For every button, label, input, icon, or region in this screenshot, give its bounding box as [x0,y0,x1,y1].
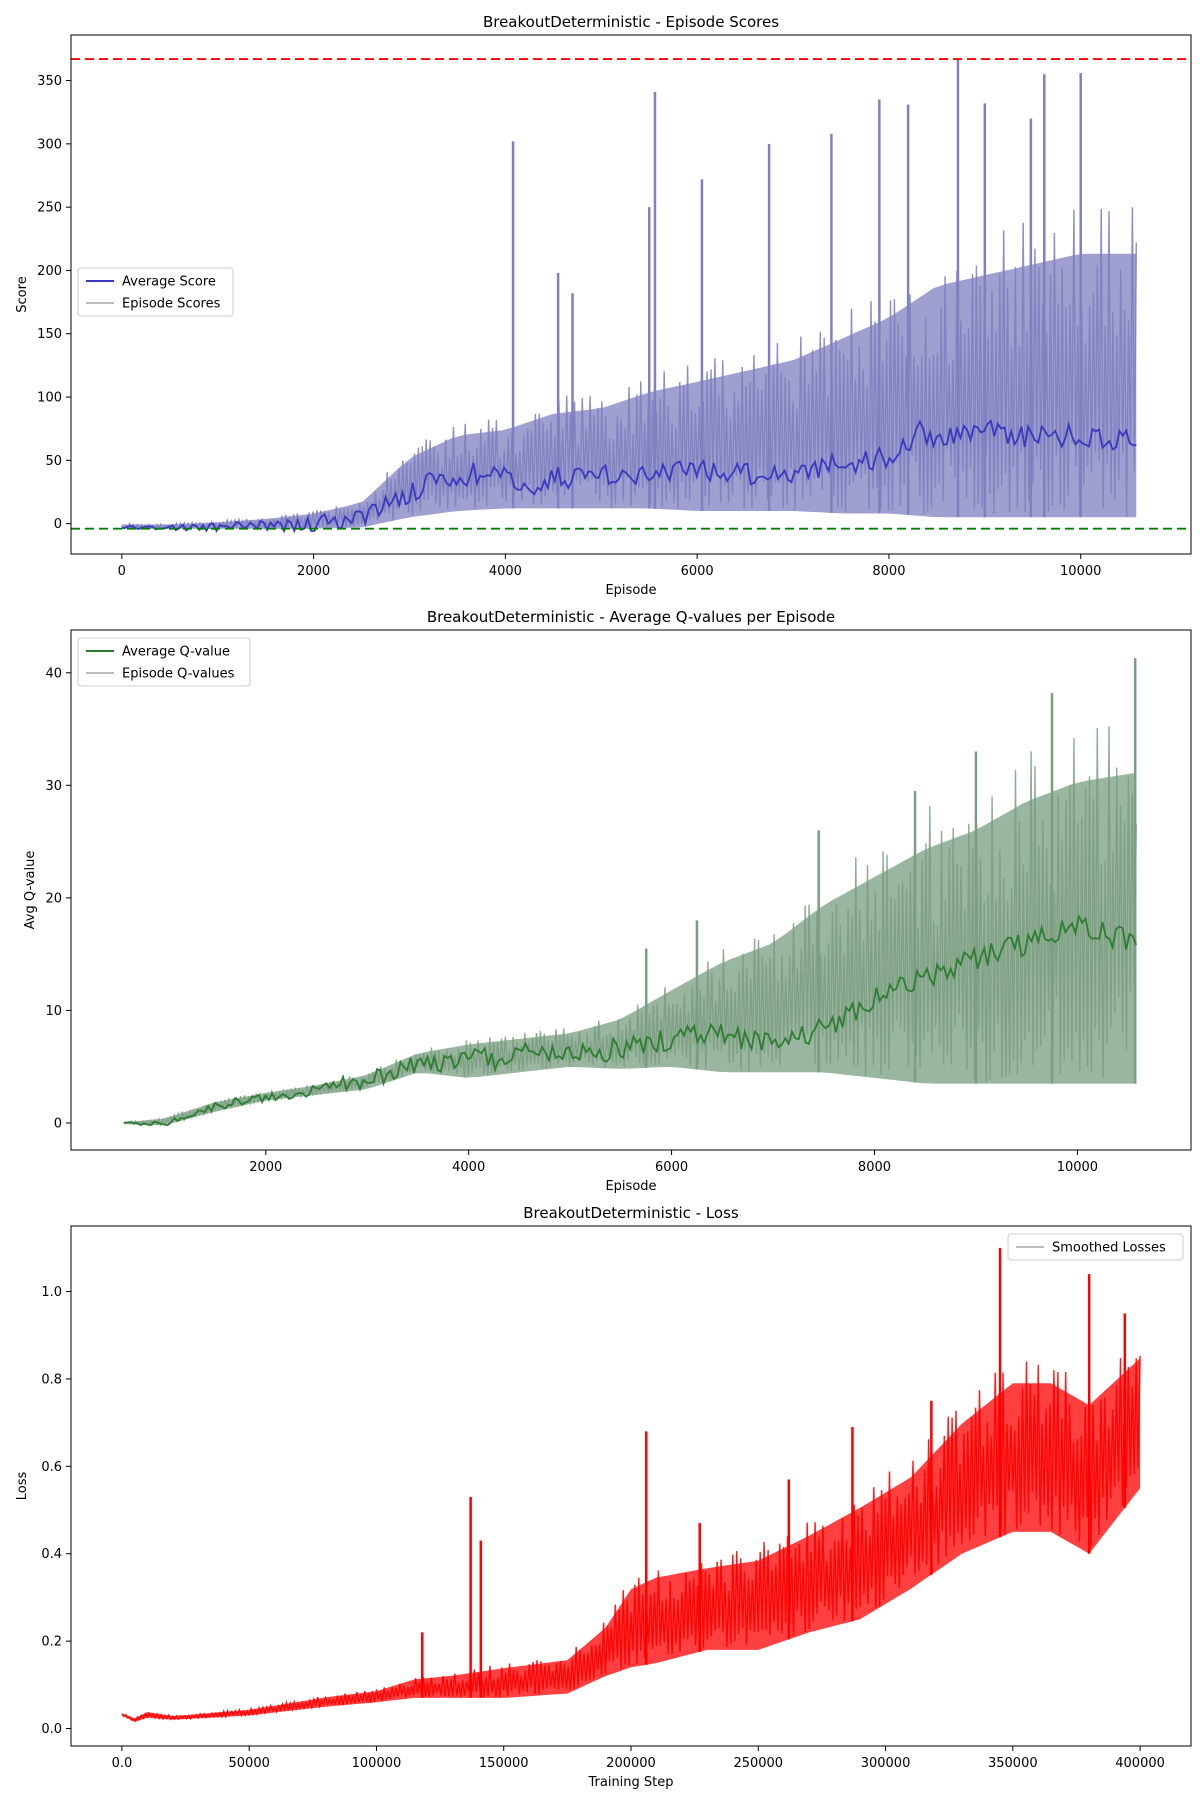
plot-data [121,59,1138,534]
plot-data [121,1247,1141,1723]
x-tick-label: 10000 [1060,564,1101,579]
x-tick-label: 4000 [452,1160,485,1175]
y-tick-label: 200 [37,264,62,279]
legend-label: Average Score [122,275,216,290]
legend-box [77,267,234,317]
legend: Average Score Episode Scores [77,267,234,317]
x-tick-label: 4000 [489,564,522,579]
series-area-1 [123,772,1137,1126]
y-tick-label: 40 [45,666,62,681]
x-tick-label: 50000 [229,1756,270,1771]
legend: Smoothed Losses [1007,1233,1184,1261]
y-tick-label: 100 [37,391,62,406]
plot-frame [70,629,1192,1151]
y-tick-label: 0.2 [41,1635,62,1650]
x-tick-label: 2000 [249,1160,282,1175]
series-line-2 [121,419,1137,534]
x-tick-label: 350000 [988,1756,1038,1771]
x-tick-label: 250000 [733,1756,783,1771]
x-tick-label: 150000 [479,1756,529,1771]
series-line-2 [123,913,1138,1127]
y-tick-label: 0 [54,517,62,532]
series-area-1 [121,253,1137,529]
chart-title: BreakoutDeterministic - Episode Scores [483,13,779,31]
x-tick-label: 6000 [655,1160,688,1175]
plot-data [123,658,1138,1127]
y-tick-label: 0.8 [41,1372,62,1387]
legend-label: Episode Scores [122,297,221,312]
chart-1: 0 2000 4000 6000 8000 10000 0 50 100 150 200 250 300… [15,13,1192,598]
x-tick-label: 300000 [861,1756,911,1771]
chart-2: 2000 4000 6000 8000 10000 0 10 20 30 40 BreakoutDe… [23,608,1192,1194]
legend-label: Average Q-value [122,645,230,660]
legend-label: Episode Q-values [122,667,235,682]
legend-box [1007,1233,1184,1261]
y-tick-label: 0.6 [41,1460,62,1475]
y-axis-label: Avg Q-value [23,851,38,930]
x-tick-label: 0.0 [112,1756,133,1771]
y-tick-label: 0.4 [41,1547,62,1562]
y-tick-label: 20 [45,891,62,906]
plot-frame [70,34,1192,555]
y-tick-label: 30 [45,779,62,794]
x-tick-label: 8000 [872,564,905,579]
legend-label: Smoothed Losses [1052,1241,1166,1256]
x-tick-label: 400000 [1115,1756,1165,1771]
y-axis-label: Loss [15,1472,30,1501]
x-axis-label: Episode [605,583,656,598]
y-tick-label: 350 [37,74,62,89]
y-tick-label: 10 [45,1004,62,1019]
y-tick-label: 0 [54,1116,62,1131]
legend: Average Q-value Episode Q-values [77,637,251,687]
x-tick-label: 200000 [606,1756,656,1771]
series-area-1 [121,1358,1141,1722]
y-tick-label: 0.0 [41,1722,62,1737]
chart-3: 0.0 50000 100000 150000 200000 250000 300000 35… [15,1204,1192,1790]
legend-box [77,637,251,687]
y-axis-label: Score [15,276,30,312]
y-tick-label: 250 [37,201,62,216]
x-tick-label: 100000 [352,1756,402,1771]
chart-title: BreakoutDeterministic - Loss [523,1204,739,1222]
x-tick-label: 8000 [858,1160,891,1175]
x-tick-label: 2000 [297,564,330,579]
x-tick-label: 0 [118,564,126,579]
chart-title: BreakoutDeterministic - Average Q-values… [427,608,835,626]
y-tick-label: 1.0 [41,1285,62,1300]
y-tick-label: 50 [45,454,62,469]
x-tick-label: 10000 [1057,1160,1098,1175]
y-tick-label: 150 [37,327,62,342]
x-axis-label: Episode [605,1179,656,1194]
x-axis-label: Training Step [587,1775,673,1790]
x-tick-label: 6000 [681,564,714,579]
y-tick-label: 300 [37,137,62,152]
